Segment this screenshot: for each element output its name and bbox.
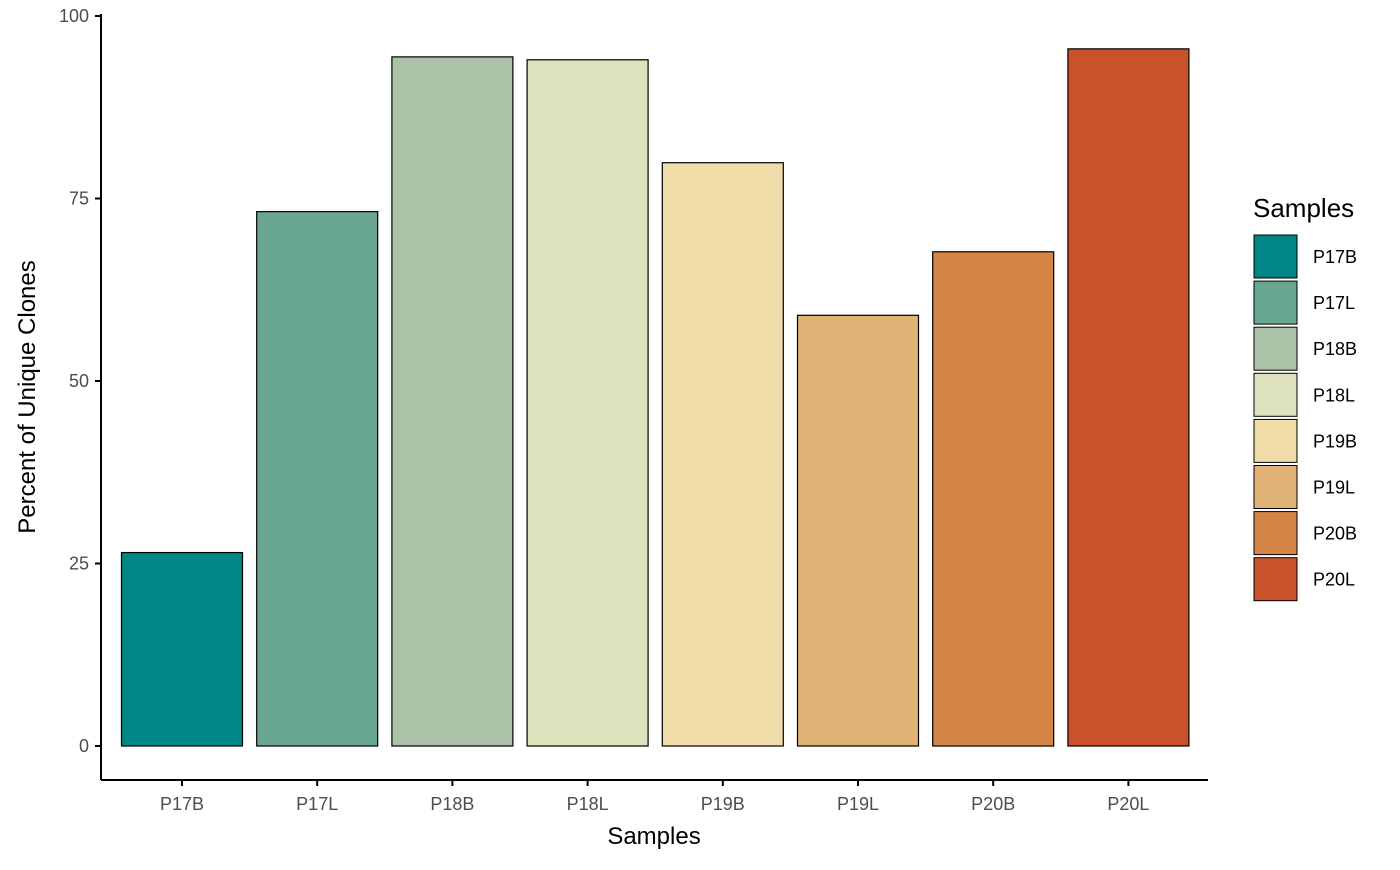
legend-label: P17B xyxy=(1313,247,1357,267)
legend-label: P18B xyxy=(1313,339,1357,359)
x-ticks: P17B P17L P18B P18L P19B P19L P20B P20L xyxy=(160,780,1149,814)
bar-p17b xyxy=(120,551,244,747)
legend-label: P18L xyxy=(1313,385,1355,405)
legend-swatch-p18b xyxy=(1253,326,1298,371)
legend-label: P17L xyxy=(1313,293,1355,313)
y-tick-label: 100 xyxy=(59,6,89,26)
legend-swatch-p17l xyxy=(1253,280,1298,325)
legend-swatch-p19b xyxy=(1253,418,1298,463)
x-axis-title: Samples xyxy=(607,823,700,850)
legend-swatch-p19l xyxy=(1253,465,1298,509)
y-tick-label: 0 xyxy=(79,736,89,756)
axes-layer xyxy=(100,14,1208,781)
legend-swatch-p17b xyxy=(1253,234,1298,279)
legend-label: P19L xyxy=(1313,478,1355,498)
legend-swatch-p20l xyxy=(1253,557,1298,602)
x-tick-label: P17B xyxy=(160,794,204,814)
y-axis-title: Percent of Unique Clones xyxy=(14,260,41,534)
legend: Samples P17B P17L P18B P18L P19B P19L P20B P20L xyxy=(1253,193,1357,602)
bar-p18b xyxy=(391,56,514,747)
bars-layer xyxy=(120,48,1190,747)
legend-label: P19B xyxy=(1313,431,1357,451)
bar-p18l xyxy=(526,59,649,747)
bar-p20l xyxy=(1067,48,1190,747)
legend-label: P20L xyxy=(1313,570,1355,590)
bar-p19b xyxy=(661,162,784,747)
y-tick-label: 50 xyxy=(69,371,89,391)
legend-title: Samples xyxy=(1253,193,1354,223)
y-tick-label: 25 xyxy=(69,554,89,574)
bar-p19l xyxy=(796,314,920,747)
legend-swatch-p18l xyxy=(1253,372,1298,417)
x-tick-label: P19B xyxy=(701,794,745,814)
x-tick-label: P18B xyxy=(430,794,474,814)
x-tick-label: P19L xyxy=(837,794,879,814)
x-tick-label: P20L xyxy=(1107,794,1149,814)
x-tick-label: P18L xyxy=(567,794,609,814)
bar-p20b xyxy=(932,251,1055,747)
y-tick-label: 75 xyxy=(69,189,89,209)
x-tick-label: P20B xyxy=(971,794,1015,814)
legend-items: P17B P17L P18B P18L P19B P19L P20B P20L xyxy=(1253,234,1357,602)
x-tick-label: P17L xyxy=(296,794,338,814)
bar-p17l xyxy=(256,211,379,747)
legend-swatch-p20b xyxy=(1253,511,1298,556)
legend-label: P20B xyxy=(1313,524,1357,544)
y-ticks: 0 25 50 75 100 xyxy=(59,6,101,756)
